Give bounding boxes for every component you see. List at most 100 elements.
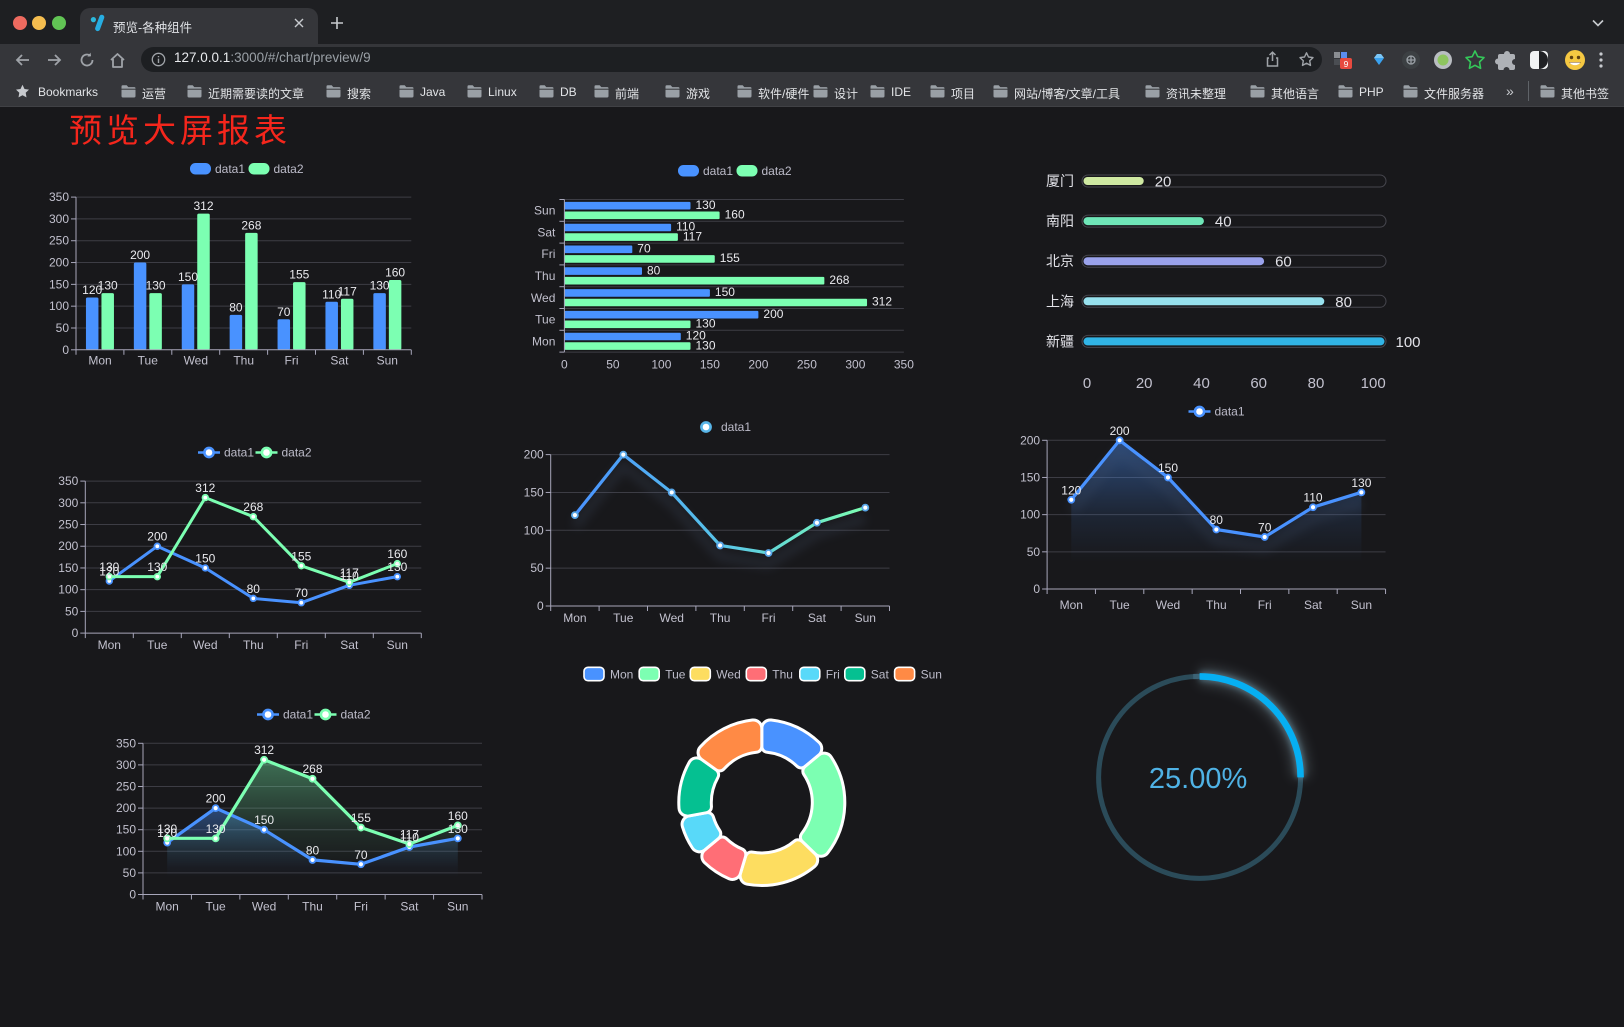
svg-text:130: 130 bbox=[370, 279, 390, 293]
svg-text:Sun: Sun bbox=[377, 354, 398, 368]
svg-text:155: 155 bbox=[720, 251, 740, 265]
svg-text:Tue: Tue bbox=[147, 638, 168, 652]
svg-text:80: 80 bbox=[306, 843, 320, 857]
svg-text:data2: data2 bbox=[282, 446, 312, 460]
svg-text:60: 60 bbox=[1275, 254, 1292, 271]
svg-text:130: 130 bbox=[696, 317, 716, 331]
svg-text:350: 350 bbox=[116, 736, 136, 750]
svg-text:120: 120 bbox=[99, 565, 119, 579]
svg-text:200: 200 bbox=[130, 248, 150, 262]
svg-text:130: 130 bbox=[696, 198, 716, 212]
svg-text:100: 100 bbox=[116, 844, 136, 858]
svg-text:160: 160 bbox=[725, 208, 745, 222]
svg-text:110: 110 bbox=[400, 831, 419, 845]
svg-text:130: 130 bbox=[157, 822, 177, 836]
svg-text:350: 350 bbox=[58, 474, 78, 488]
svg-text:Mon: Mon bbox=[98, 638, 121, 652]
svg-text:Tue: Tue bbox=[665, 668, 686, 682]
svg-text:Wed: Wed bbox=[716, 668, 740, 682]
svg-text:Mon: Mon bbox=[156, 900, 179, 914]
svg-text:150: 150 bbox=[715, 285, 735, 299]
svg-text:0: 0 bbox=[129, 888, 136, 902]
svg-text:200: 200 bbox=[1020, 433, 1040, 447]
svg-text:130: 130 bbox=[206, 822, 226, 836]
svg-text:117: 117 bbox=[340, 566, 359, 580]
svg-text:新疆: 新疆 bbox=[1046, 333, 1074, 349]
svg-text:data1: data1 bbox=[721, 420, 751, 434]
svg-text:data1: data1 bbox=[703, 164, 733, 178]
svg-text:Sat: Sat bbox=[340, 638, 359, 652]
svg-text:Fri: Fri bbox=[294, 638, 308, 652]
svg-text:50: 50 bbox=[65, 604, 79, 618]
svg-text:Sun: Sun bbox=[534, 204, 555, 218]
svg-text:300: 300 bbox=[49, 212, 69, 226]
svg-text:200: 200 bbox=[58, 539, 78, 553]
svg-text:130: 130 bbox=[1351, 476, 1371, 490]
svg-text:100: 100 bbox=[49, 299, 69, 313]
svg-text:150: 150 bbox=[178, 270, 198, 284]
svg-text:130: 130 bbox=[696, 338, 716, 352]
svg-text:Sun: Sun bbox=[855, 611, 876, 625]
svg-text:110: 110 bbox=[322, 287, 341, 301]
svg-text:Sun: Sun bbox=[447, 900, 468, 914]
svg-text:Sat: Sat bbox=[808, 611, 827, 625]
svg-text:Tue: Tue bbox=[1109, 598, 1130, 612]
svg-text:50: 50 bbox=[530, 561, 544, 575]
svg-text:155: 155 bbox=[289, 268, 309, 282]
svg-text:250: 250 bbox=[116, 780, 136, 794]
svg-text:110: 110 bbox=[1303, 491, 1322, 505]
svg-text:0: 0 bbox=[537, 599, 544, 613]
svg-text:312: 312 bbox=[872, 295, 892, 309]
svg-text:data2: data2 bbox=[341, 708, 371, 722]
svg-text:70: 70 bbox=[637, 242, 651, 256]
svg-text:80: 80 bbox=[229, 300, 243, 314]
svg-text:Wed: Wed bbox=[252, 900, 276, 914]
svg-text:155: 155 bbox=[291, 549, 311, 563]
svg-text:Fri: Fri bbox=[354, 900, 368, 914]
svg-text:110: 110 bbox=[676, 220, 695, 234]
svg-text:Sat: Sat bbox=[330, 354, 349, 368]
svg-text:80: 80 bbox=[1335, 294, 1352, 311]
svg-text:Thu: Thu bbox=[302, 900, 323, 914]
svg-text:50: 50 bbox=[1027, 545, 1041, 559]
svg-text:100: 100 bbox=[1361, 375, 1386, 392]
svg-text:200: 200 bbox=[763, 307, 783, 321]
svg-text:100: 100 bbox=[1020, 508, 1040, 522]
svg-text:200: 200 bbox=[206, 792, 226, 806]
svg-text:130: 130 bbox=[146, 279, 166, 293]
svg-text:Wed: Wed bbox=[1156, 598, 1180, 612]
svg-text:Wed: Wed bbox=[531, 291, 555, 305]
svg-text:Sat: Sat bbox=[871, 668, 890, 682]
svg-text:200: 200 bbox=[49, 256, 69, 270]
svg-text:Mon: Mon bbox=[1060, 598, 1083, 612]
svg-text:Sun: Sun bbox=[1351, 598, 1372, 612]
svg-text:预览大屏报表: 预览大屏报表 bbox=[69, 112, 291, 149]
svg-text:data2: data2 bbox=[762, 164, 792, 178]
svg-text:Fri: Fri bbox=[541, 247, 555, 261]
svg-text:厦门: 厦门 bbox=[1046, 173, 1074, 189]
svg-text:data1: data1 bbox=[1215, 405, 1245, 419]
svg-text:80: 80 bbox=[1308, 375, 1325, 392]
svg-text:0: 0 bbox=[72, 626, 79, 640]
svg-text:250: 250 bbox=[797, 358, 817, 372]
svg-text:160: 160 bbox=[387, 547, 407, 561]
svg-text:80: 80 bbox=[1210, 513, 1224, 527]
svg-text:120: 120 bbox=[82, 283, 102, 297]
svg-text:200: 200 bbox=[147, 530, 167, 544]
svg-text:Mon: Mon bbox=[88, 354, 111, 368]
svg-text:data2: data2 bbox=[274, 162, 304, 176]
svg-text:Thu: Thu bbox=[233, 354, 254, 368]
svg-text:Mon: Mon bbox=[532, 334, 555, 348]
svg-text:150: 150 bbox=[700, 358, 720, 372]
svg-text:117: 117 bbox=[400, 828, 419, 842]
svg-text:268: 268 bbox=[302, 762, 322, 776]
svg-text:Fri: Fri bbox=[762, 611, 776, 625]
svg-text:data1: data1 bbox=[224, 446, 254, 460]
svg-text:120: 120 bbox=[686, 329, 706, 343]
svg-text:80: 80 bbox=[247, 582, 261, 596]
svg-text:上海: 上海 bbox=[1046, 293, 1074, 309]
svg-text:Tue: Tue bbox=[205, 900, 226, 914]
svg-text:70: 70 bbox=[277, 305, 291, 319]
svg-text:0: 0 bbox=[62, 343, 69, 357]
svg-text:130: 130 bbox=[98, 279, 118, 293]
